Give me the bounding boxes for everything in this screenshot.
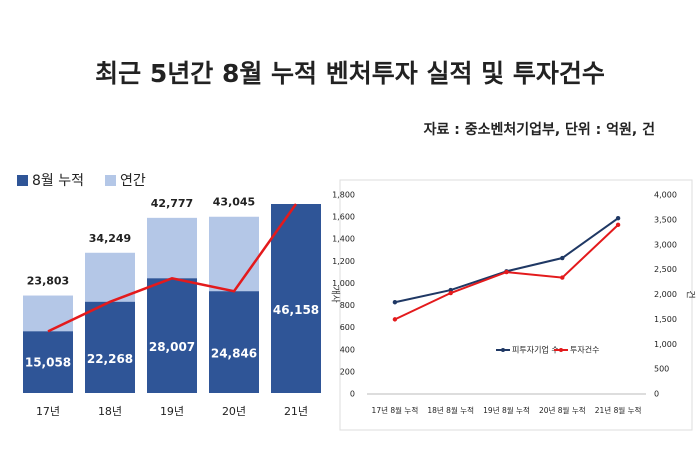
y2-tick-label: 2,000: [654, 290, 677, 299]
y-tick-label: 1,400: [332, 235, 355, 244]
point: [448, 290, 453, 296]
y2-axis-label: 건: [685, 290, 696, 298]
point: [560, 275, 565, 280]
bar: [23, 331, 73, 393]
legend-swatch: [105, 175, 116, 186]
x-tick-label: 21년 8월 누적: [595, 405, 642, 415]
y-tick-label: 400: [340, 345, 355, 354]
value-label: 15,058: [25, 356, 71, 370]
x-tick-label: 20년: [222, 405, 246, 418]
x-tick-label: 21년: [284, 405, 308, 418]
y-tick-label: 1,000: [332, 279, 355, 288]
point: [392, 300, 398, 305]
bar: [209, 291, 259, 393]
y2-tick-label: 1,000: [654, 340, 677, 349]
value-label: 23,803: [27, 275, 69, 288]
bar: [271, 204, 321, 393]
point: [615, 216, 621, 221]
y2-tick-label: 3,500: [654, 215, 677, 224]
value-label: 42,777: [151, 197, 193, 210]
y-axis-label: 개사: [330, 286, 341, 303]
series-line: [394, 217, 619, 304]
value-label: 43,045: [213, 196, 255, 209]
source: 자료 : 중소벤처기업부, 단위 : 억원, 건: [424, 121, 655, 138]
point: [504, 269, 509, 275]
chart-frame: [339, 179, 693, 431]
legend-label: 연간: [120, 173, 146, 189]
legend-label: 피투자기업 수: [512, 346, 559, 355]
y-tick-label: 0: [350, 390, 355, 399]
legend-marker: [501, 348, 505, 352]
y2-tick-label: 3,000: [654, 240, 677, 249]
y-tick-label: 800: [340, 301, 355, 310]
value-label: 28,007: [149, 340, 195, 354]
y-tick-label: 600: [340, 323, 355, 332]
title: 최근 5년간 8월 누적 벤처투자 실적 및 투자건수: [95, 59, 605, 88]
y-tick-label: 1,800: [332, 191, 355, 200]
point: [392, 317, 398, 322]
bar: [147, 278, 197, 393]
point: [615, 222, 621, 228]
legend-label: 8월 누적: [32, 173, 84, 189]
y2-tick-label: 500: [654, 365, 669, 374]
y2-tick-label: 4,000: [654, 191, 677, 200]
value-label: 46,158: [273, 303, 319, 317]
legend-marker: [559, 348, 563, 352]
value-label: 22,268: [87, 352, 133, 366]
x-tick-label: 18년: [98, 405, 122, 418]
y2-tick-label: 2,500: [654, 265, 677, 274]
legend-label: 투자건수: [570, 345, 599, 355]
x-tick-label: 18년 8월 누적: [427, 405, 474, 415]
legend-swatch: [17, 175, 28, 186]
y-tick-label: 1,200: [332, 257, 355, 266]
bar: [85, 301, 135, 393]
point: [560, 255, 565, 261]
x-tick-label: 19년: [160, 405, 184, 418]
x-tick-label: 19년 8월 누적: [483, 405, 530, 415]
y-tick-label: 1,600: [332, 213, 355, 222]
x-tick-label: 20년 8월 누적: [539, 405, 586, 415]
value-label: 34,249: [89, 232, 131, 245]
x-tick-label: 17년: [36, 405, 60, 418]
y-tick-label: 200: [340, 367, 355, 376]
y2-tick-label: 0: [654, 390, 659, 399]
value-label: 24,846: [211, 347, 257, 361]
y2-tick-label: 1,500: [654, 315, 677, 324]
trend-line: [47, 203, 298, 333]
x-tick-label: 17년 8월 누적: [372, 405, 419, 415]
